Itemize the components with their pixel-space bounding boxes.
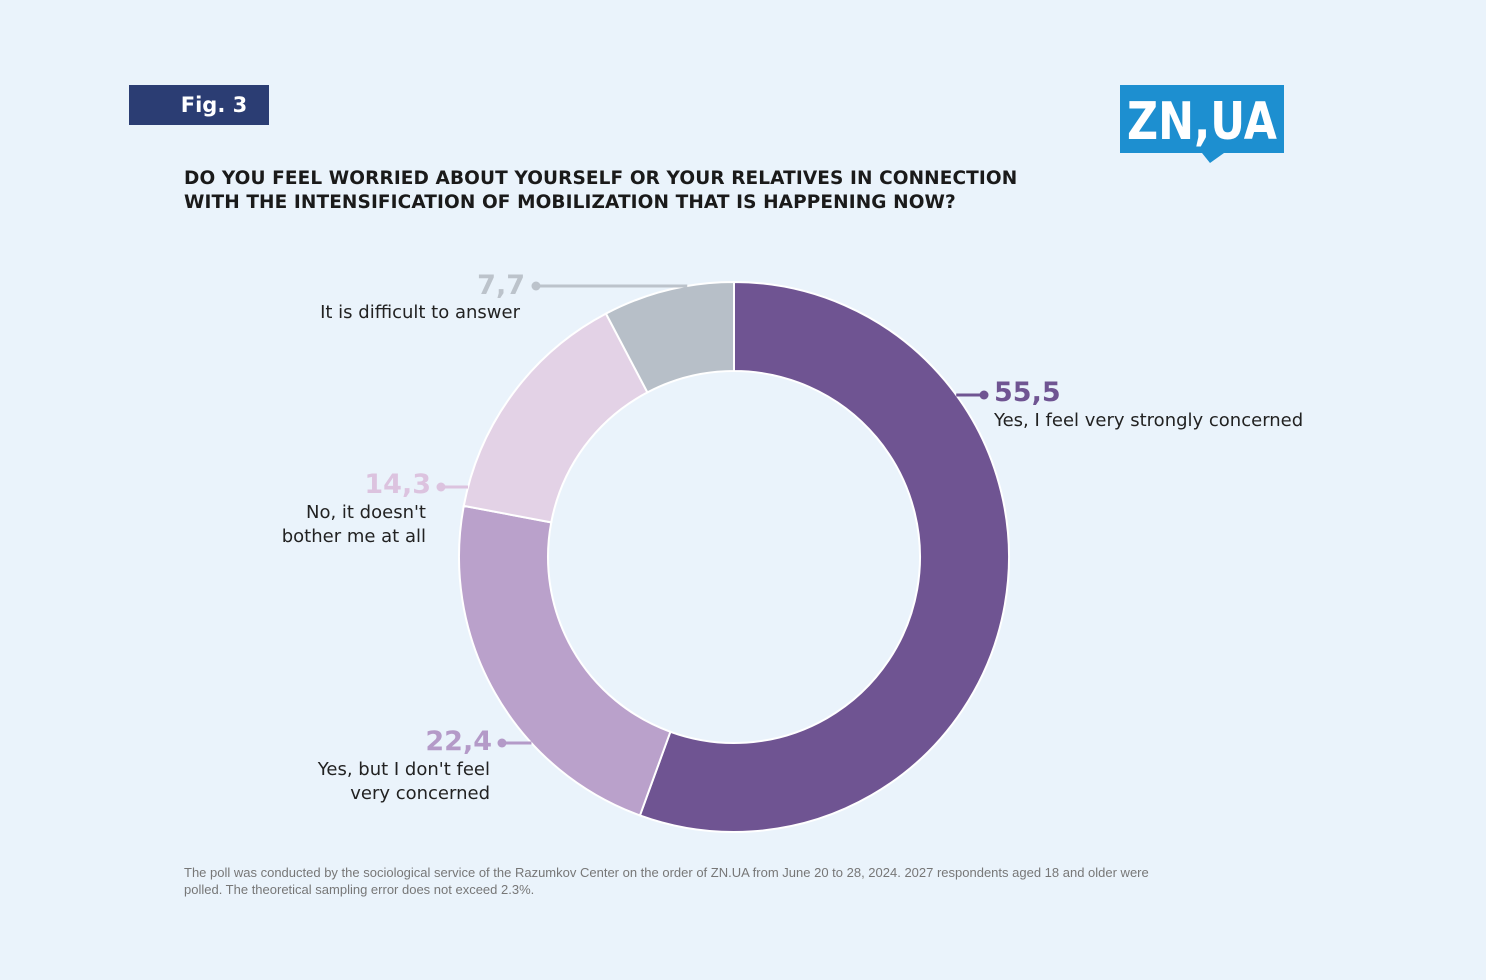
donut-slice-4: [604, 280, 735, 394]
donut-slice-2: [458, 504, 672, 817]
leader-dot-3: [436, 482, 446, 492]
category-label-2-line-1: Yes, but I don't feel: [317, 759, 490, 780]
leader-dot-2: [497, 738, 507, 748]
data-label-value-4: 7,7: [477, 270, 525, 301]
leader-dot-1: [979, 390, 989, 400]
footnote: The poll was conducted by the sociologic…: [184, 864, 1284, 898]
donut-slice-3: [462, 312, 649, 524]
category-label-2-line-2: very concerned: [350, 783, 490, 804]
figure-label: Fig. 3: [129, 85, 269, 125]
donut-slice-1: [638, 280, 1010, 833]
footnote-line-1: The poll was conducted by the sociologic…: [184, 865, 1149, 880]
logo-text: ZN,UA: [1127, 92, 1277, 152]
data-label-value-3: 14,3: [364, 469, 431, 500]
category-label-3-line-1: No, it doesn't: [306, 502, 426, 523]
category-label-1-line-1: Yes, I feel very strongly concerned: [993, 410, 1303, 431]
brand-logo: ZN,UA: [1120, 85, 1284, 165]
category-label-3-line-2: bother me at all: [282, 526, 426, 547]
data-label-value-2: 22,4: [425, 726, 492, 757]
category-label-4-line-1: It is difficult to answer: [320, 302, 521, 323]
chart-title-line-2: WITH THE INTENSIFICATION OF MOBILIZATION…: [184, 192, 956, 213]
chart-title: DO YOU FEEL WORRIED ABOUT YOURSELF OR YO…: [184, 167, 1084, 215]
leader-dot-4: [531, 281, 541, 291]
data-label-value-1: 55,5: [994, 377, 1061, 408]
footnote-line-2: polled. The theoretical sampling error d…: [184, 882, 535, 897]
chart-title-line-1: DO YOU FEEL WORRIED ABOUT YOURSELF OR YO…: [184, 168, 1018, 189]
